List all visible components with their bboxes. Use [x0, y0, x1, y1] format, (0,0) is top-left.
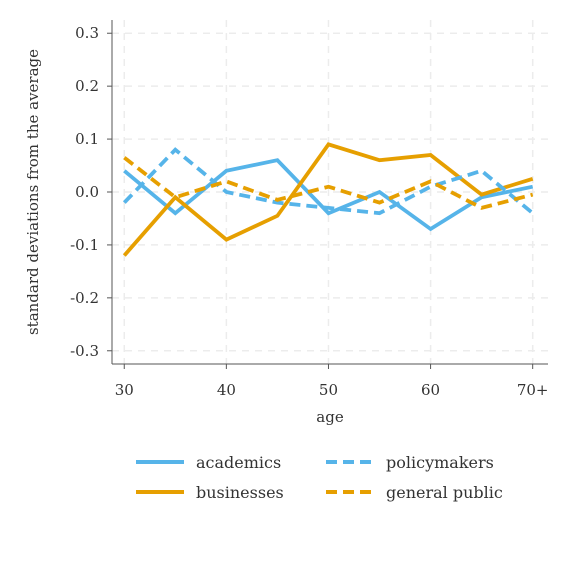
- legend-label-policymakers: policymakers: [386, 453, 494, 472]
- grid: [112, 20, 548, 364]
- x-tick-label-4: 70+: [517, 381, 549, 399]
- series-line-general-public: [123, 156, 534, 210]
- legend-label-academics: academics: [196, 453, 281, 472]
- x-tick-label-1: 40: [217, 381, 236, 399]
- y-tick-label-3: 0.0: [75, 183, 99, 201]
- y-tick-label-5: -0.2: [70, 289, 99, 307]
- y-tick-label-6: -0.3: [70, 342, 99, 360]
- legend: academics businesses policymakers general p…: [136, 453, 503, 502]
- y-tick-label-1: 0.2: [75, 77, 99, 95]
- y-axis-title: standard deviations from the average: [24, 49, 42, 335]
- series-line-academics: [123, 158, 534, 232]
- x-axis-title: age: [316, 408, 344, 426]
- axes: [107, 20, 548, 369]
- x-tick-label-0: 30: [115, 381, 134, 399]
- series-line-policymakers: [122, 147, 534, 216]
- y-tick-label-4: -0.1: [70, 236, 99, 254]
- x-tick-label-3: 60: [421, 381, 440, 399]
- y-tick-label-2: 0.1: [75, 130, 99, 148]
- legend-label-general-public: general public: [386, 483, 503, 502]
- y-tick-label-0: 0.3: [75, 24, 99, 42]
- series-layer: [122, 142, 534, 257]
- x-tick-label-2: 50: [319, 381, 338, 399]
- legend-label-businesses: businesses: [196, 483, 284, 502]
- tick-labels: 0.3 0.2 0.1 0.0 -0.1 -0.2 -0.3 30 40 50 60 70+: [70, 24, 548, 399]
- series-line-businesses: [122, 142, 534, 257]
